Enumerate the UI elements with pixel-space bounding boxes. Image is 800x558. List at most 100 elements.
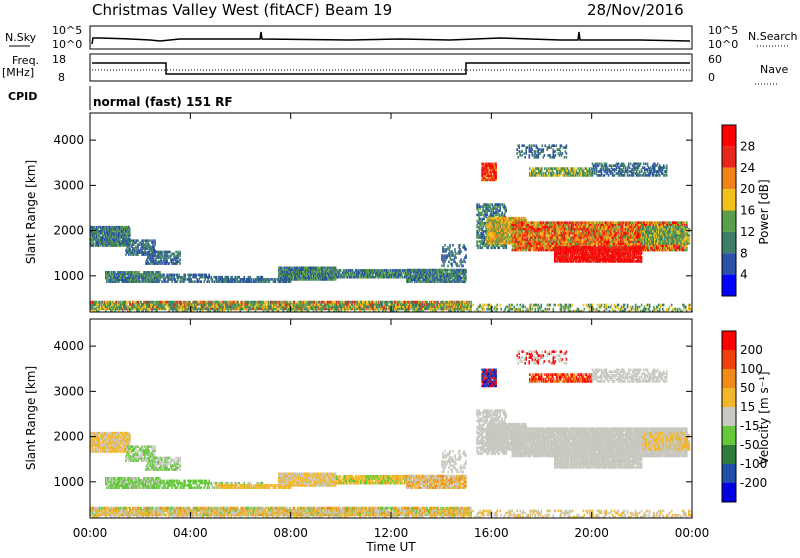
range-gate-cell: [281, 267, 283, 270]
range-gate-cell: [184, 276, 186, 279]
range-gate-cell: [261, 280, 263, 283]
range-gate-cell: [258, 280, 260, 283]
nsky-panel: [90, 26, 692, 49]
range-gate-cell: [443, 273, 445, 276]
range-gate-cell: [476, 240, 478, 243]
range-gate-cell: [201, 276, 203, 279]
freq-trace: [92, 63, 690, 74]
range-gate-cell: [266, 280, 268, 283]
range-gate-cell: [176, 301, 178, 304]
range-gate-cell: [211, 280, 213, 283]
range-gate-cell: [218, 280, 220, 283]
nave-hi-tick: 60: [708, 53, 722, 66]
range-gate-cell: [164, 280, 166, 283]
range-gate-cell: [251, 280, 253, 283]
range-gate-cell: [505, 207, 507, 210]
nsky-lo-tick: 10^0: [52, 38, 82, 51]
range-gate-cell: [470, 301, 472, 304]
range-gate-cell: [203, 280, 205, 283]
range-gate-cell: [465, 269, 467, 272]
range-gate-cell: [137, 239, 139, 242]
range-gate-cell: [174, 278, 176, 281]
range-gate-cell: [358, 276, 360, 279]
range-gate-cell: [253, 278, 255, 281]
range-gate-cell: [197, 280, 199, 283]
range-gate-cell: [391, 276, 393, 279]
range-gate-cell: [109, 271, 111, 274]
range-gate-cell: [256, 280, 258, 283]
range-gate-cell: [337, 269, 339, 272]
cpid-value: normal (fast) 151 RF: [93, 95, 233, 109]
range-gate-cell: [138, 271, 140, 274]
range-gate-cell: [200, 280, 202, 283]
date-label: 28/Nov/2016: [587, 1, 684, 19]
range-gate-cell: [206, 280, 208, 283]
range-gate-cell: [184, 274, 186, 277]
nave-label: Nave: [760, 63, 788, 76]
range-gate-cell: [351, 276, 353, 279]
range-gate-cell: [499, 203, 501, 206]
range-gate-cell: [154, 239, 156, 242]
range-gate-cell: [347, 276, 349, 279]
nsky-trace: [92, 32, 690, 44]
range-gate-cell: [501, 212, 503, 215]
range-gate-cell: [163, 274, 165, 277]
range-gate-cell: [375, 276, 377, 279]
range-gate-cell: [275, 278, 277, 281]
freq-panel: [90, 54, 692, 81]
range-gate-cell: [160, 274, 162, 277]
range-gate-cell: [196, 278, 198, 281]
range-gate-cell: [335, 267, 337, 270]
range-gate-cell: [175, 251, 177, 254]
nsearch-lo-tick: 10^0: [708, 38, 738, 51]
range-gate-cell: [243, 278, 245, 281]
range-gate-cell: [169, 251, 171, 254]
range-gate-cell: [498, 247, 500, 250]
nsky-label: N.Sky: [5, 31, 37, 44]
range-gate-cell: [275, 280, 277, 283]
power-heatmap: [90, 144, 693, 312]
range-gate-cell: [340, 269, 342, 272]
range-gate-cell: [171, 280, 173, 283]
beam-label: Beam 19: [325, 1, 392, 19]
cpid-label: CPID: [8, 90, 37, 103]
range-gate-cell: [280, 280, 282, 283]
range-gate-cell: [240, 280, 242, 283]
range-gate-cell: [387, 301, 389, 304]
range-gate-cell: [361, 276, 363, 279]
range-gate-cell: [173, 274, 175, 277]
range-gate-cell: [167, 280, 169, 283]
range-gate-cell: [278, 278, 280, 281]
range-gate-cell: [390, 269, 392, 272]
freq-hi-tick: 18: [52, 53, 66, 66]
range-gate-cell: [148, 251, 150, 254]
range-gate-cell: [264, 278, 266, 281]
range-gate-cell: [219, 278, 221, 281]
range-gate-cell: [179, 262, 181, 265]
range-gate-cell: [290, 278, 292, 281]
range-gate-cell: [400, 276, 402, 279]
range-gate-cell: [447, 269, 449, 272]
range-gate-cell: [346, 269, 348, 272]
range-gate-cell: [378, 269, 380, 272]
range-gate-cell: [194, 280, 196, 283]
range-gate-cell: [180, 280, 182, 283]
nave-lo-tick: 0: [708, 71, 715, 84]
range-gate-cell: [142, 239, 144, 242]
range-gate-cell: [465, 275, 467, 278]
range-gate-cell: [215, 278, 217, 281]
range-gate-cell: [223, 280, 225, 283]
range-gate-cell: [286, 280, 288, 283]
range-gate-cell: [251, 278, 253, 281]
range-gate-cell: [168, 262, 170, 265]
range-gate-cell: [228, 278, 230, 281]
range-gate-cell: [161, 276, 163, 279]
station-title: Christmas Valley West (fitACF): [92, 1, 320, 19]
range-gate-cell: [525, 219, 527, 222]
range-gate-cell: [179, 251, 181, 254]
range-gate-cell: [216, 280, 218, 283]
range-gate-cell: [179, 258, 181, 261]
range-gate-cell: [226, 278, 228, 281]
range-gate-cell: [191, 280, 193, 283]
range-gate-cell: [213, 280, 215, 283]
